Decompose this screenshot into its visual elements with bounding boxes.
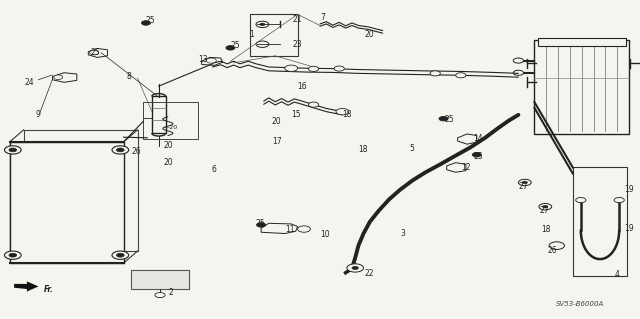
Circle shape <box>614 197 625 203</box>
Text: 25: 25 <box>91 48 100 57</box>
Circle shape <box>285 65 298 71</box>
Text: 20: 20 <box>163 158 173 167</box>
Circle shape <box>112 251 129 259</box>
Text: 18: 18 <box>342 110 352 119</box>
Circle shape <box>430 71 440 76</box>
Text: 22: 22 <box>365 269 374 278</box>
Circle shape <box>112 146 129 154</box>
Text: 8: 8 <box>126 72 131 81</box>
Circle shape <box>456 73 466 78</box>
Text: 20: 20 <box>272 117 282 126</box>
Bar <box>24 130 138 251</box>
Text: 25: 25 <box>474 152 483 161</box>
Text: 7: 7 <box>320 13 325 22</box>
Circle shape <box>352 266 358 270</box>
Circle shape <box>308 102 319 107</box>
Text: 25: 25 <box>146 16 156 25</box>
Text: 25: 25 <box>230 41 240 50</box>
Text: 17: 17 <box>272 137 282 146</box>
Circle shape <box>439 116 448 121</box>
Text: 26: 26 <box>131 147 141 156</box>
Circle shape <box>9 148 17 152</box>
Text: 12: 12 <box>461 163 470 172</box>
Circle shape <box>54 75 63 79</box>
Circle shape <box>257 223 266 227</box>
Circle shape <box>206 58 216 63</box>
Circle shape <box>539 204 552 210</box>
Circle shape <box>549 242 564 249</box>
Text: 5: 5 <box>410 144 415 153</box>
Text: 21: 21 <box>292 15 302 24</box>
Bar <box>10 142 124 263</box>
Text: SV53-B6000A: SV53-B6000A <box>556 301 604 307</box>
Circle shape <box>522 181 527 184</box>
Circle shape <box>226 46 235 50</box>
Bar <box>573 167 627 276</box>
Circle shape <box>260 23 265 26</box>
Text: 26: 26 <box>547 246 557 255</box>
Text: 2: 2 <box>168 288 173 297</box>
Circle shape <box>334 66 344 71</box>
Bar <box>152 96 166 133</box>
Circle shape <box>336 108 349 115</box>
Text: 24: 24 <box>24 78 34 87</box>
Circle shape <box>9 253 17 257</box>
Text: 11: 11 <box>285 225 294 234</box>
Bar <box>538 38 626 46</box>
Circle shape <box>513 70 524 75</box>
Circle shape <box>116 253 124 257</box>
Circle shape <box>116 148 124 152</box>
Circle shape <box>308 66 319 71</box>
Circle shape <box>90 50 99 55</box>
Text: 6: 6 <box>211 165 216 174</box>
Bar <box>143 102 198 139</box>
Text: 27: 27 <box>540 206 549 215</box>
Polygon shape <box>14 281 38 292</box>
Circle shape <box>155 293 165 298</box>
Circle shape <box>141 21 150 25</box>
Text: 9: 9 <box>35 110 40 119</box>
Text: Fr.: Fr. <box>44 285 53 294</box>
Text: 23: 23 <box>292 40 302 49</box>
Circle shape <box>513 58 524 63</box>
Text: 25: 25 <box>256 219 266 228</box>
Circle shape <box>472 152 481 157</box>
Text: 27: 27 <box>518 182 528 191</box>
Text: 4: 4 <box>614 270 620 279</box>
Text: 20: 20 <box>365 30 374 39</box>
Text: —20: —20 <box>163 125 177 130</box>
Text: 16: 16 <box>298 82 307 91</box>
Circle shape <box>347 264 364 272</box>
Circle shape <box>256 21 269 27</box>
Text: 18: 18 <box>541 225 550 234</box>
Text: 1: 1 <box>250 30 254 39</box>
Circle shape <box>256 41 269 48</box>
Circle shape <box>576 197 586 203</box>
Bar <box>250 14 298 56</box>
Circle shape <box>4 251 21 259</box>
Text: 10: 10 <box>320 230 330 239</box>
Text: 18: 18 <box>358 145 368 154</box>
Text: 25: 25 <box>445 115 454 124</box>
Text: 19: 19 <box>624 185 634 194</box>
Circle shape <box>4 146 21 154</box>
Text: 15: 15 <box>291 110 301 119</box>
Bar <box>131 270 189 289</box>
Text: 13: 13 <box>198 55 208 63</box>
Text: 14: 14 <box>474 134 483 143</box>
Text: 3: 3 <box>400 229 405 238</box>
Text: 19: 19 <box>624 224 634 233</box>
Text: 20: 20 <box>163 141 173 150</box>
Circle shape <box>298 226 310 232</box>
Circle shape <box>543 205 548 208</box>
Bar <box>534 40 629 134</box>
Circle shape <box>518 179 531 186</box>
